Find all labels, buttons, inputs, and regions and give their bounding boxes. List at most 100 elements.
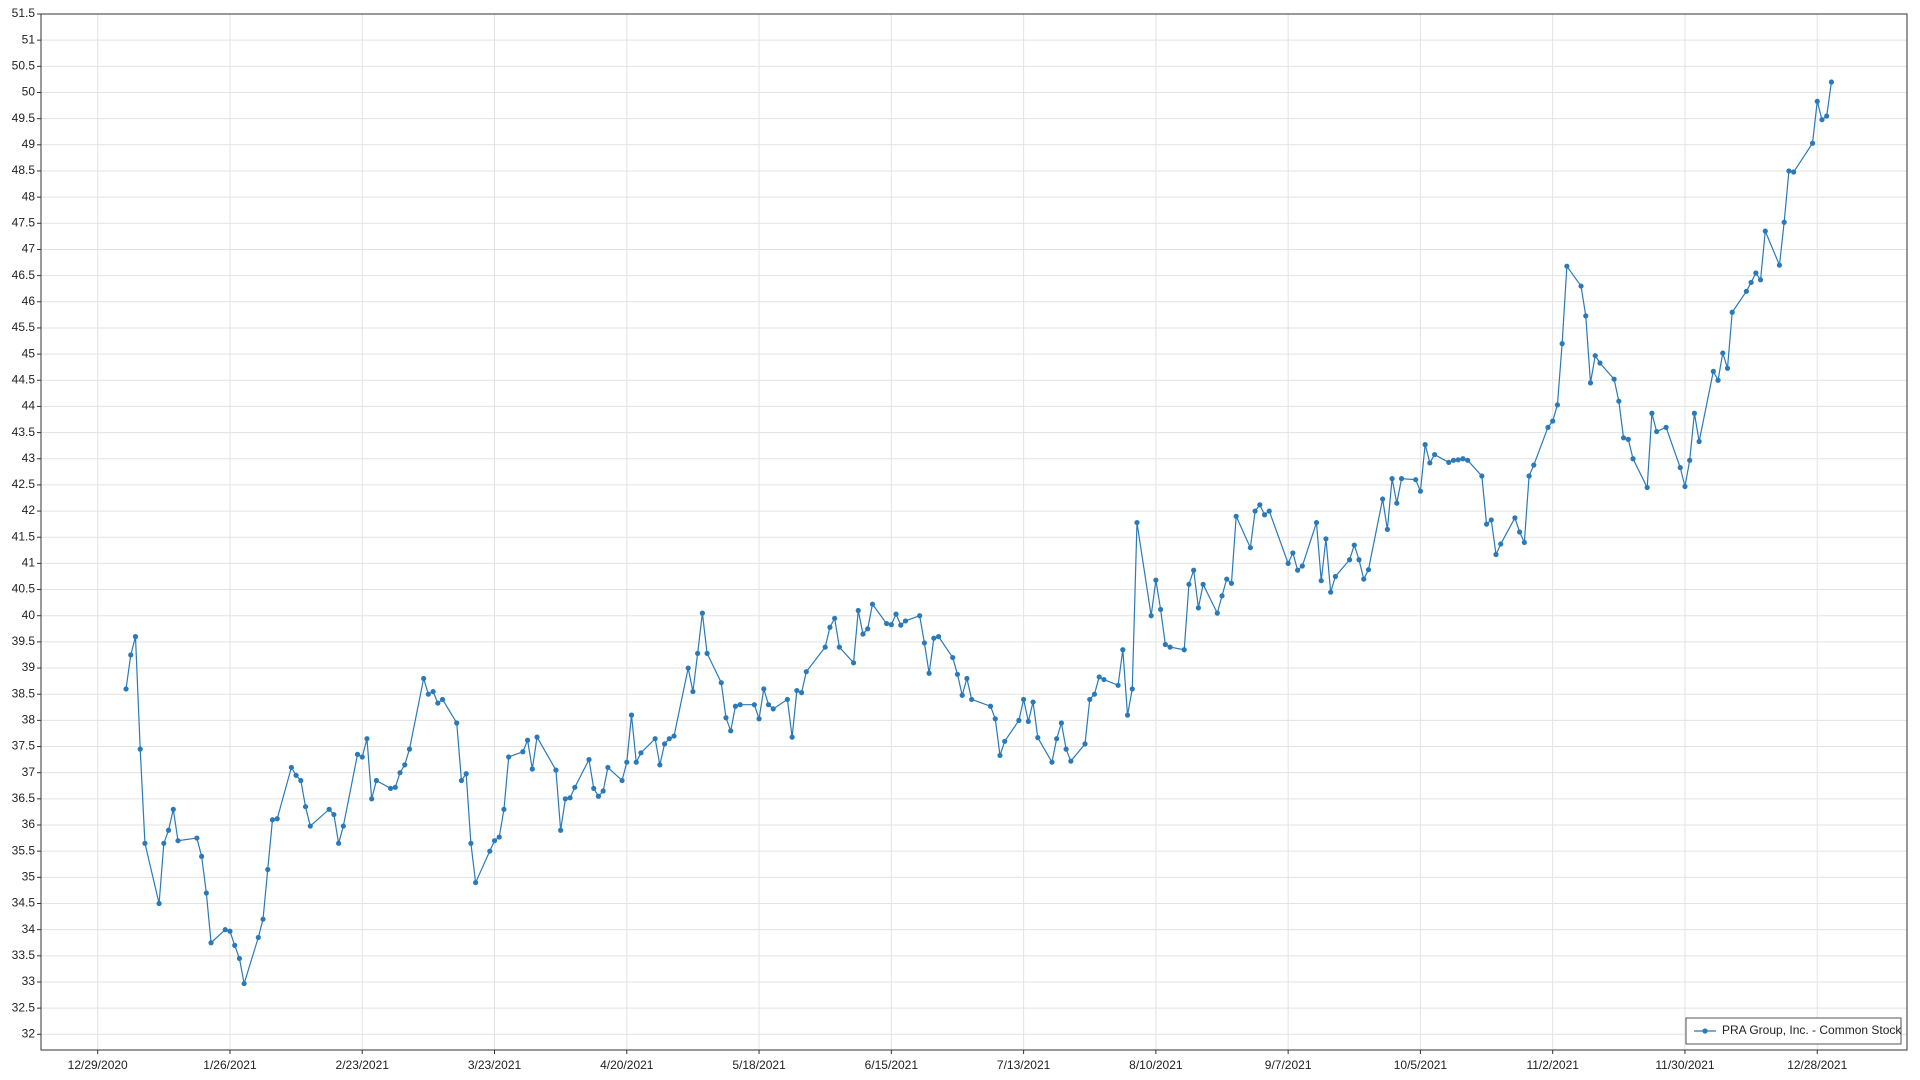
- y-tick-label: 40: [22, 608, 36, 622]
- marker: [1214, 610, 1220, 616]
- marker: [1323, 536, 1329, 542]
- marker: [1025, 718, 1031, 725]
- marker: [685, 665, 691, 671]
- marker: [194, 835, 200, 841]
- marker: [1493, 551, 1499, 558]
- marker: [652, 736, 658, 742]
- x-tick-label: 9/7/2021: [1265, 1058, 1312, 1072]
- marker: [1824, 113, 1830, 119]
- marker: [765, 702, 772, 708]
- marker: [1384, 526, 1390, 532]
- marker: [931, 635, 937, 641]
- marker: [430, 688, 436, 695]
- marker: [487, 848, 493, 854]
- marker: [704, 650, 710, 656]
- marker: [695, 650, 701, 656]
- marker: [1021, 696, 1027, 703]
- marker: [1729, 309, 1735, 315]
- marker: [1346, 557, 1353, 563]
- marker: [506, 754, 512, 760]
- marker: [354, 751, 361, 757]
- marker: [850, 660, 857, 666]
- marker: [1191, 567, 1197, 573]
- legend-box: [1685, 1017, 1902, 1045]
- marker: [1564, 263, 1570, 269]
- marker: [770, 706, 776, 712]
- marker: [869, 601, 876, 607]
- marker: [1351, 542, 1357, 548]
- marker: [661, 741, 668, 747]
- marker: [241, 980, 247, 987]
- marker: [1049, 759, 1055, 765]
- marker: [1219, 593, 1225, 599]
- marker: [387, 785, 394, 791]
- marker: [1762, 228, 1768, 234]
- marker: [917, 613, 923, 619]
- marker: [1058, 720, 1064, 726]
- marker: [1285, 560, 1291, 566]
- marker: [600, 788, 606, 794]
- marker: [524, 737, 531, 743]
- marker: [1743, 288, 1749, 294]
- marker: [1828, 79, 1835, 85]
- marker: [1096, 674, 1102, 680]
- marker: [893, 611, 899, 617]
- x-tick-label: 2/23/2021: [336, 1058, 390, 1072]
- marker: [628, 712, 635, 718]
- marker: [421, 675, 427, 682]
- marker: [1630, 456, 1636, 462]
- marker: [902, 618, 909, 624]
- marker: [1252, 508, 1258, 514]
- marker: [935, 634, 942, 640]
- marker: [1162, 641, 1168, 648]
- marker: [723, 715, 729, 721]
- marker: [1413, 477, 1419, 483]
- marker: [595, 793, 602, 799]
- marker: [274, 816, 280, 822]
- marker: [1819, 117, 1825, 123]
- marker: [1054, 736, 1060, 742]
- y-tick-label: 50.5: [12, 58, 36, 72]
- marker: [1087, 696, 1093, 703]
- y-tick-label: 41: [22, 556, 36, 570]
- marker: [1791, 169, 1797, 175]
- marker: [1597, 360, 1603, 366]
- x-tick-label: 1/26/2021: [203, 1058, 257, 1072]
- marker: [884, 620, 890, 627]
- marker: [307, 823, 313, 829]
- marker: [491, 838, 498, 844]
- marker: [373, 777, 380, 784]
- marker: [827, 624, 833, 630]
- marker: [1559, 341, 1565, 347]
- marker: [558, 827, 564, 833]
- marker: [132, 634, 139, 640]
- marker: [435, 700, 441, 706]
- x-tick-label: 3/23/2021: [468, 1058, 522, 1072]
- marker: [1691, 410, 1698, 416]
- marker: [699, 610, 705, 616]
- y-tick-label: 49: [22, 137, 36, 151]
- marker: [1129, 686, 1135, 692]
- marker: [165, 827, 172, 833]
- marker: [156, 900, 162, 907]
- marker: [397, 770, 403, 776]
- marker: [1526, 473, 1532, 479]
- legend-label: PRA Group, Inc. - Common Stock: [1722, 1023, 1902, 1037]
- x-tick-label: 12/28/2021: [1787, 1058, 1847, 1072]
- y-tick-label: 48.5: [12, 163, 36, 177]
- marker: [1398, 476, 1405, 482]
- marker: [1592, 353, 1598, 359]
- marker: [822, 644, 828, 650]
- marker: [534, 734, 540, 740]
- y-tick-label: 43: [22, 451, 36, 465]
- marker: [1257, 502, 1263, 508]
- y-tick-label: 38: [22, 713, 36, 727]
- marker: [227, 928, 233, 934]
- marker: [992, 716, 998, 722]
- marker: [302, 804, 309, 810]
- y-tick-label: 36.5: [12, 791, 36, 805]
- marker: [1101, 676, 1107, 683]
- marker: [798, 690, 805, 696]
- y-tick-label: 50: [22, 85, 36, 99]
